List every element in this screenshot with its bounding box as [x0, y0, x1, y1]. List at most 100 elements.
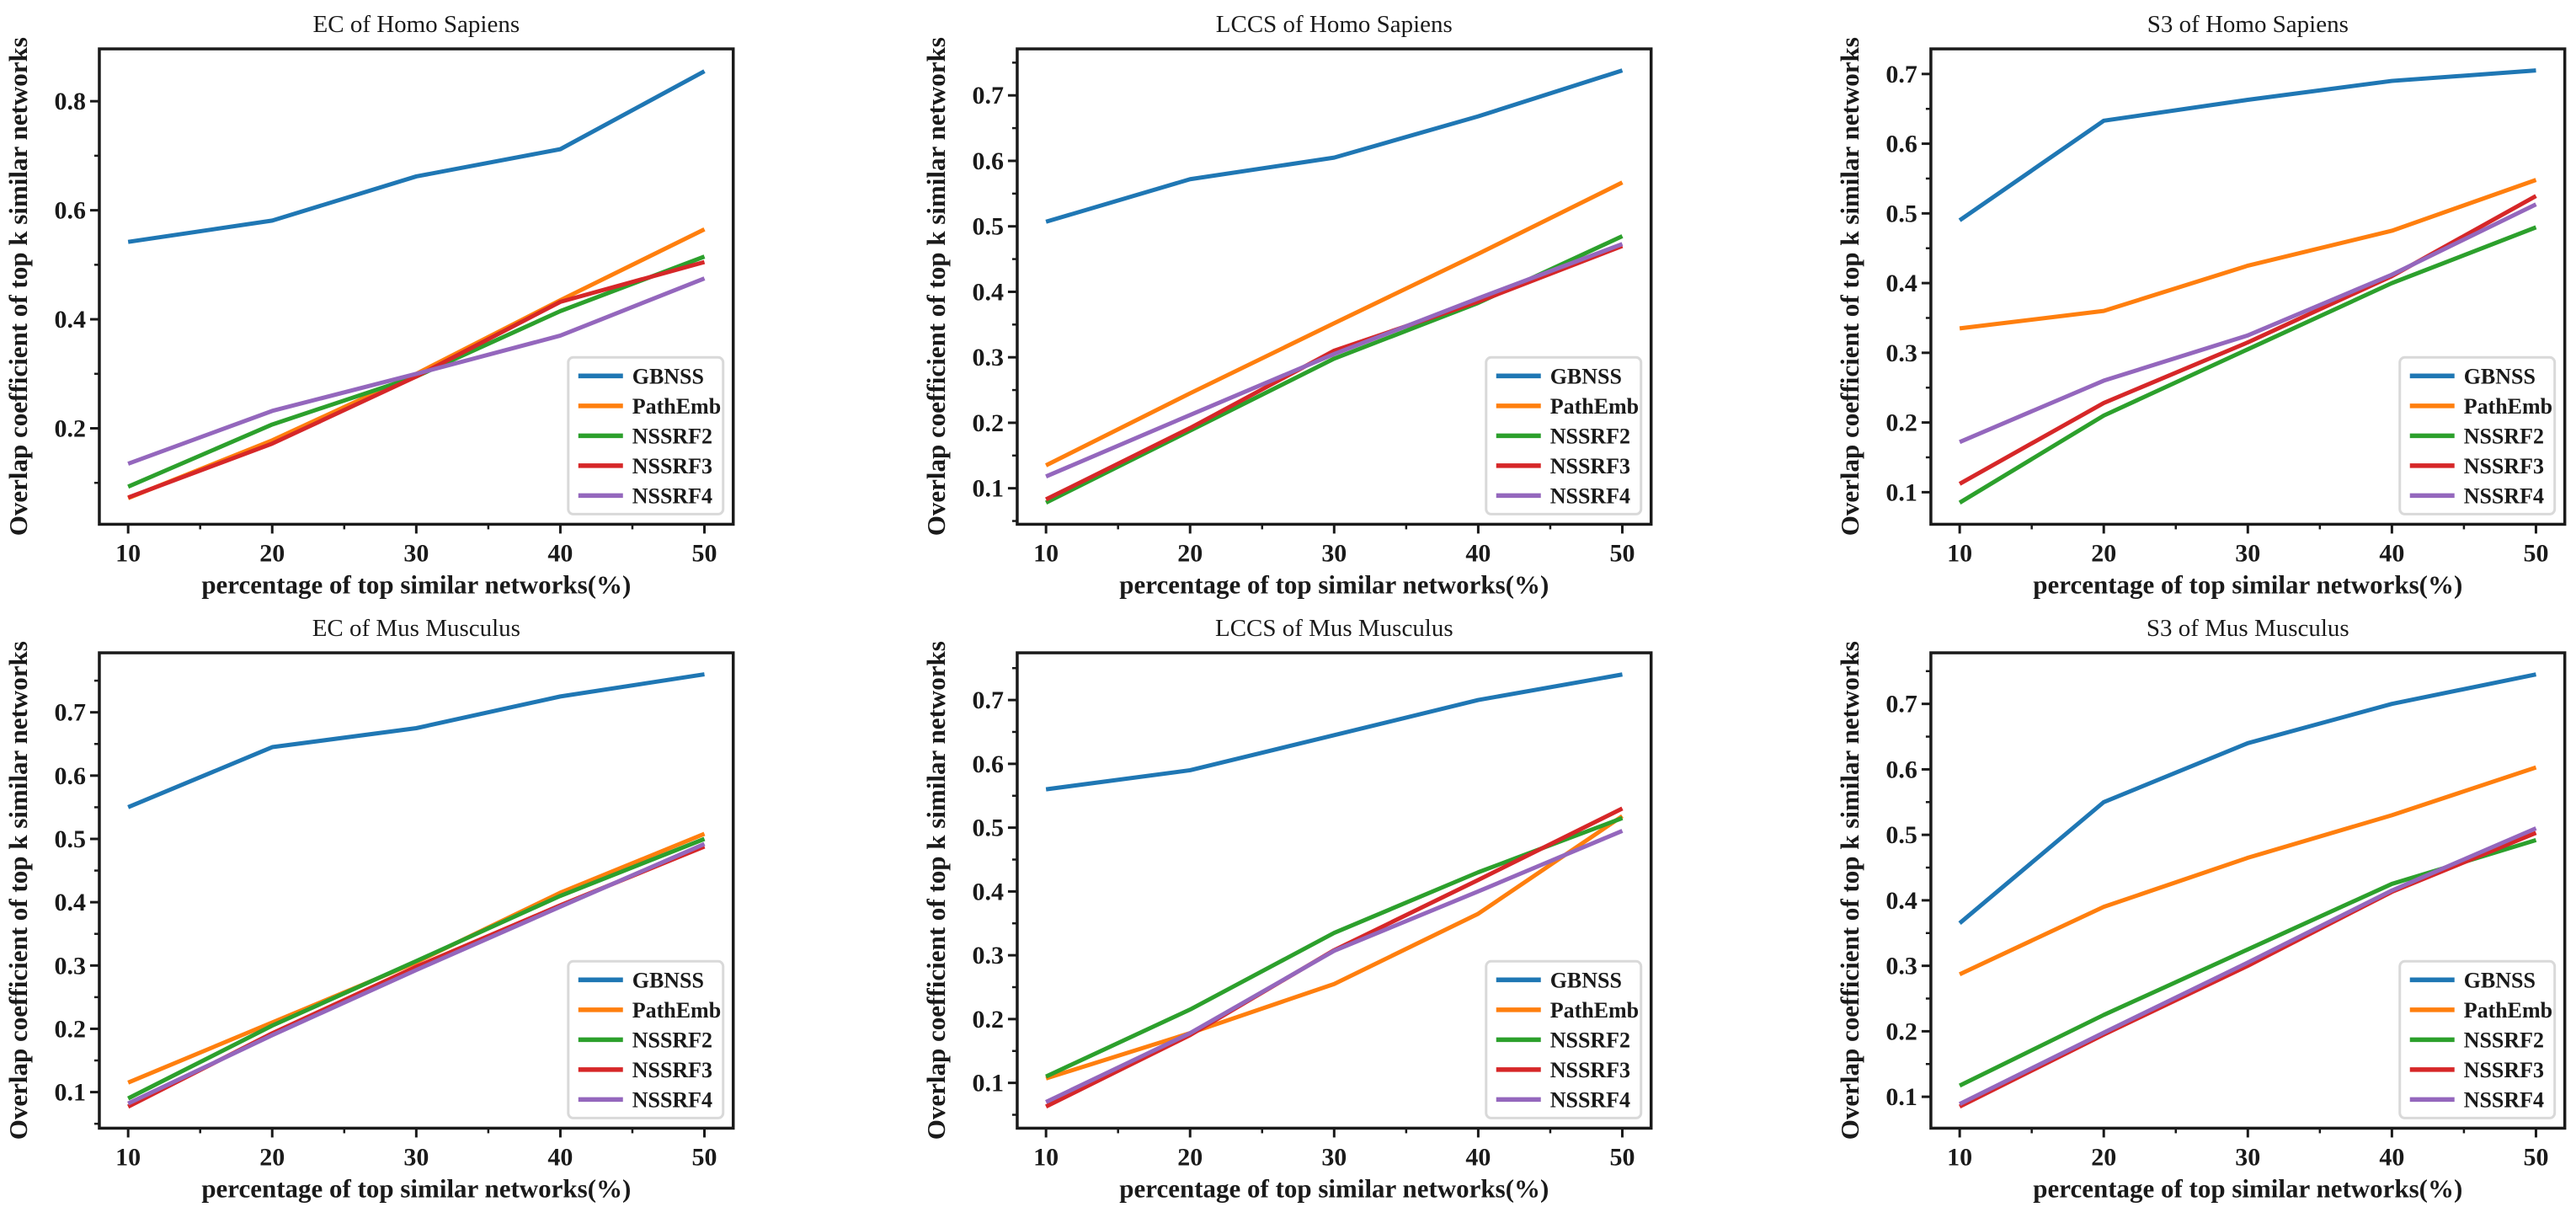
y-tick-label: 0.1: [1886, 478, 1917, 506]
chart-title: EC of Mus Musculus: [312, 615, 520, 642]
x-axis-label: percentage of top similar networks(%): [1119, 1173, 1549, 1203]
series-line-gbnss: [1959, 68, 2536, 222]
series-line-gbnss: [1045, 68, 1623, 224]
y-tick-label: 0.2: [54, 415, 85, 443]
chart-title: LCCS of Mus Musculus: [1215, 615, 1453, 642]
line-chart-lccs-of-homo-sapiens: 10 20 30 40 50 0.1 0.2 0.3 0.4 0.5 0.6 0.7 LCCS of H…: [921, 11, 1653, 599]
x-tick-label: 20: [2092, 1143, 2117, 1171]
chart-panel: 10 20 30 40 50 0.1 0.2 0.3 0.4 0.5 0.6 0.7 S3 of Hom…: [1717, 0, 2576, 604]
series-line-nssrf4: [1044, 242, 1624, 478]
x-tick-label: 30: [1321, 539, 1347, 567]
series-line-nssrf3: [127, 259, 706, 500]
y-tick-label: 0.1: [972, 1069, 1003, 1097]
series-line-nssrf2: [1959, 225, 2537, 505]
x-tick-label: 20: [259, 1143, 285, 1171]
plot-box: [1929, 650, 2567, 1130]
legend-label-nssrf4: NSSRF4: [1549, 1087, 1629, 1112]
x-tick-label: 40: [1465, 1143, 1491, 1171]
legend-label-nssrf2: NSSRF2: [1549, 1028, 1629, 1052]
line-chart-s3-of-mus-musculus: 10 20 30 40 50 0.1 0.2 0.3 0.4 0.5 0.6 0.7 S3 of Mus…: [1835, 615, 2567, 1203]
series-line-gbnss: [1958, 671, 2537, 925]
x-tick-label: 30: [2236, 539, 2261, 567]
legend-label-nssrf4: NSSRF4: [632, 483, 712, 508]
series-line-pathemb: [1045, 814, 1624, 1081]
series-line-gbnss: [1045, 671, 1623, 792]
x-tick-label: 10: [115, 539, 141, 567]
x-axis-label: percentage of top similar networks(%): [1119, 569, 1549, 599]
series-line-nssrf2: [127, 836, 706, 1100]
x-tick-label: 40: [2380, 539, 2405, 567]
legend-label-pathemb: PathEmb: [1549, 394, 1638, 419]
y-tick-label: 0.4: [1886, 270, 1917, 297]
chart-panel: 10 20 30 40 50 0.1 0.2 0.3 0.4 0.5 0.6 0.7 LCCS of M…: [859, 604, 1718, 1207]
y-tick-label: 0.6: [972, 147, 1003, 175]
y-tick-label: 0.1: [54, 1078, 85, 1106]
legend-label-nssrf4: NSSRF4: [2464, 1087, 2544, 1112]
x-tick-label: 10: [1033, 539, 1059, 567]
y-tick-label: 0.3: [1886, 952, 1917, 980]
chart-title: S3 of Mus Musculus: [2147, 615, 2349, 642]
plot-box: [98, 650, 735, 1130]
x-tick-label: 30: [1321, 1143, 1347, 1171]
y-tick-label: 0.4: [972, 878, 1003, 905]
x-tick-label: 10: [1947, 539, 1972, 567]
y-tick-label: 0.1: [972, 475, 1003, 503]
chart-title: EC of Homo Sapiens: [313, 11, 520, 38]
series-line-gbnss: [127, 69, 706, 244]
y-axis-label: Overlap coefficient of top k similar net…: [1835, 37, 1864, 536]
legend-label-pathemb: PathEmb: [2464, 394, 2552, 419]
legend-label-gbnss: GBNSS: [632, 364, 704, 388]
y-tick-label: 0.4: [54, 889, 85, 916]
y-axis-label: Overlap coefficient of top k similar net…: [1835, 641, 1864, 1140]
series-line-pathemb: [1960, 178, 2537, 331]
legend-box: [2398, 959, 2557, 1119]
series-line-pathemb: [1959, 765, 2537, 976]
legend-label-nssrf3: NSSRF3: [632, 454, 712, 478]
y-tick-label: 0.7: [972, 82, 1003, 109]
legend-label-pathemb: PathEmb: [2464, 997, 2552, 1022]
line-chart-lccs-of-mus-musculus: 10 20 30 40 50 0.1 0.2 0.3 0.4 0.5 0.6 0.7 LCCS of M…: [921, 615, 1653, 1203]
legend-label-nssrf4: NSSRF4: [632, 1087, 712, 1112]
y-tick-label: 0.5: [1886, 821, 1917, 849]
y-tick-label: 0.2: [972, 1005, 1003, 1033]
legend-box: [1484, 959, 1642, 1119]
y-tick-label: 0.3: [972, 344, 1003, 371]
y-tick-label: 0.3: [972, 942, 1003, 969]
x-tick-label: 50: [691, 539, 717, 567]
legend-label-nssrf4: NSSRF4: [1549, 483, 1629, 508]
series-line-nssrf4: [1959, 825, 2537, 1106]
series-line-nssrf4: [1959, 202, 2537, 445]
line-chart-ec-of-homo-sapiens: 10 20 30 40 50 0.2 0.4 0.6 0.8 EC of Homo Sapiens…: [3, 11, 735, 599]
legend-label-nssrf3: NSSRF3: [2464, 454, 2544, 478]
y-tick-label: 0.7: [972, 686, 1003, 714]
chart-panel: 10 20 30 40 50 0.1 0.2 0.3 0.4 0.5 0.6 0.7 LCCS of H…: [859, 0, 1718, 604]
y-tick-label: 0.4: [54, 306, 85, 334]
legend-label-nssrf2: NSSRF2: [2464, 1028, 2544, 1052]
y-axis-label: Overlap coefficient of top k similar net…: [921, 37, 951, 536]
legend-label-nssrf3: NSSRF3: [1549, 454, 1629, 478]
series-line-nssrf4: [127, 276, 706, 466]
legend-label-nssrf3: NSSRF3: [1549, 1057, 1629, 1081]
y-axis-label: Overlap coefficient of top k similar net…: [3, 641, 33, 1140]
y-tick-label: 0.2: [1886, 1017, 1917, 1045]
plot-box: [1015, 650, 1653, 1130]
y-tick-label: 0.7: [1886, 690, 1917, 718]
y-tick-label: 0.2: [54, 1015, 85, 1043]
y-tick-label: 0.2: [972, 409, 1003, 437]
legend-box: [2398, 355, 2557, 515]
y-tick-label: 0.7: [1886, 61, 1917, 88]
legend-label-nssrf2: NSSRF2: [632, 424, 712, 448]
legend-label-nssrf2: NSSRF2: [2464, 424, 2544, 448]
y-tick-label: 0.8: [54, 88, 85, 115]
x-tick-label: 40: [547, 539, 573, 567]
x-tick-label: 30: [403, 1143, 429, 1171]
x-tick-label: 50: [2524, 539, 2549, 567]
y-tick-label: 0.1: [1886, 1083, 1917, 1111]
x-tick-label: 50: [2524, 1143, 2549, 1171]
legend-label-nssrf2: NSSRF2: [632, 1028, 712, 1052]
x-tick-label: 30: [403, 539, 429, 567]
series-line-nssrf3: [1044, 243, 1624, 502]
y-tick-label: 0.5: [972, 213, 1003, 241]
line-chart-ec-of-mus-musculus: 10 20 30 40 50 0.1 0.2 0.3 0.4 0.5 0.6 0.7 EC of Mus…: [3, 615, 735, 1203]
legend-label-nssrf2: NSSRF2: [1549, 424, 1629, 448]
